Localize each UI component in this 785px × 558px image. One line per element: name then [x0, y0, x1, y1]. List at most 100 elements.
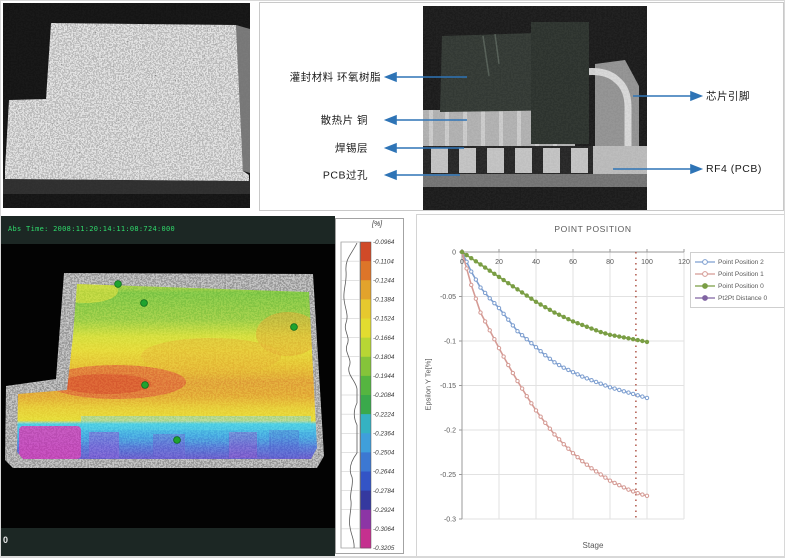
colorbar-segment — [360, 242, 371, 262]
label-solder-layer: 焊锡层 — [335, 142, 368, 155]
speckle-image-panel — [3, 3, 250, 208]
chart-x-axis-label: Stage — [582, 541, 604, 550]
scale-tick-label: -0.1804 — [373, 354, 395, 361]
colorbar-segment — [360, 509, 371, 530]
scale-tick-label: -0.1664 — [373, 335, 395, 342]
scale-tick-label: -0.2504 — [373, 450, 395, 457]
legend-marker-icon — [695, 259, 715, 265]
strain-map-image — [5, 273, 324, 468]
stage-indicator: 0 — [3, 535, 9, 545]
dic-header-bar: Abs Time: 2008:11:20:14:11:08:724:000 — [1, 216, 335, 244]
colorbar — [360, 241, 372, 549]
y-tick-label: -0.1 — [444, 338, 456, 345]
measurement-point — [141, 381, 149, 389]
x-tick-label: 120 — [678, 259, 690, 266]
right-arrow-icon — [690, 90, 704, 102]
y-tick-label: -0.2 — [444, 427, 456, 434]
scale-tick-label: -0.3064 — [373, 526, 395, 533]
x-tick-label: 80 — [606, 259, 614, 266]
colorbar-segment — [360, 280, 371, 300]
scale-tick-label: -0.2924 — [373, 507, 395, 514]
measurement-point — [114, 280, 122, 288]
cross-section-photo — [423, 6, 647, 210]
scale-tick-label: -0.2224 — [373, 411, 395, 418]
legend-item: Point Position 0 — [695, 282, 784, 290]
y-tick-label: -0.05 — [440, 294, 456, 301]
legend-label: Point Position 0 — [718, 282, 764, 290]
x-tick-label: 60 — [569, 259, 577, 266]
chart-title: POINT POSITION — [554, 224, 632, 234]
color-scale-panel: [%] -0.0964 -0.1104 -0.1244 -0.1384 -0.1524-… — [335, 218, 404, 554]
y-tick-label: -0.15 — [440, 383, 456, 390]
measurement-point — [173, 436, 181, 444]
legend-label: Pt2Pt Distance 0 — [718, 294, 768, 302]
abs-time-text: Abs Time: 2008:11:20:14:11:08:724:000 — [8, 225, 176, 233]
left-arrow-icon — [383, 71, 397, 83]
measurement-point — [140, 299, 148, 307]
scale-tick-label: -0.0964 — [373, 239, 395, 246]
chart-series — [459, 249, 650, 345]
colorbar-segment — [360, 299, 371, 319]
annotated-cross-section-panel: 灌封材料 环氧树脂 散热片 铜 焊锡层 PCB过孔 芯片引脚 RF4 (PCB) — [259, 2, 784, 211]
x-tick-label: 20 — [495, 259, 503, 266]
colorbar-segment — [360, 395, 371, 415]
label-potting-material: 灌封材料 环氧树脂 — [289, 71, 381, 84]
colorbar-segment — [360, 452, 371, 472]
label-pcb-via: PCB过孔 — [322, 169, 368, 182]
colorbar-segment — [360, 375, 371, 396]
colorbar-segment — [360, 433, 371, 453]
label-rf4-pcb: RF4 (PCB) — [706, 163, 762, 175]
scale-tick-label: -0.1944 — [373, 373, 395, 380]
left-arrow-icon — [383, 142, 397, 154]
x-tick-label: 40 — [532, 259, 540, 266]
legend-item: Point Position 2 — [695, 258, 784, 266]
colorbar-labels: -0.0964 -0.1104 -0.1244 -0.1384 -0.1524 -0.16… — [373, 239, 395, 552]
colorbar-segment — [360, 528, 371, 549]
x-tick-label: 100 — [641, 259, 653, 266]
legend-label: Point Position 1 — [718, 270, 764, 278]
left-arrow-icon — [383, 169, 397, 181]
scale-tick-label: -0.1104 — [373, 258, 394, 265]
scale-tick-label: -0.1384 — [373, 297, 395, 304]
label-heat-sink: 散热片 铜 — [320, 114, 368, 127]
colorbar-segment — [360, 471, 371, 492]
legend-item: Point Position 1 — [695, 270, 784, 278]
legend-item: Pt2Pt Distance 0 — [695, 294, 784, 302]
chart-legend: Point Position 2 Point Position 1 Point Po… — [690, 252, 784, 308]
color-scale: -0.0964 -0.1104 -0.1244 -0.1384 -0.1524 -0.16… — [340, 239, 395, 552]
histogram-curve — [343, 242, 358, 549]
legend-label: Point Position 2 — [718, 258, 764, 266]
colorbar-segment — [360, 261, 371, 281]
dic-strain-map-panel: Abs Time: 2008:11:20:14:11:08:724:000 0 — [1, 216, 335, 557]
dic-footer-bar: 0 — [1, 528, 335, 557]
scale-tick-label: -0.3205 — [373, 545, 395, 552]
colorbar-segment — [360, 414, 371, 434]
y-tick-label: -0.25 — [440, 472, 456, 479]
strain-chart-panel: POINT POSITION Epsilon Y Te[%] 0 20 40 60 80… — [416, 214, 784, 557]
scale-tick-label: -0.1524 — [373, 316, 395, 323]
colorbar-segment — [360, 337, 371, 358]
legend-marker-icon — [695, 283, 715, 289]
scale-tick-label: -0.2084 — [373, 392, 395, 399]
x-tick-label: 0 — [460, 259, 464, 266]
legend-marker-icon — [695, 295, 715, 301]
colorbar-segment — [360, 490, 371, 511]
scale-tick-label: -0.1244 — [373, 277, 395, 284]
measurement-point — [290, 323, 298, 331]
label-chip-lead: 芯片引脚 — [706, 90, 750, 103]
y-tick-label: -0.3 — [444, 516, 456, 523]
y-tick-label: 0 — [452, 249, 456, 256]
right-arrow-icon — [690, 163, 704, 175]
chart-plot-area: 0 20 40 60 80 100 120 0 -0.05 -0.1 -0.15 -0.2 -0.25 -… — [440, 249, 690, 523]
scale-tick-label: -0.2364 — [373, 430, 395, 437]
measurement-points — [114, 280, 298, 444]
legend-marker-icon — [695, 271, 715, 277]
scale-tick-label: -0.2644 — [373, 469, 395, 476]
chart-series — [459, 249, 650, 401]
bottom-divider — [1, 556, 784, 557]
scale-unit-label: [%] — [372, 221, 383, 228]
chart-series — [459, 249, 650, 499]
speckle-image — [3, 3, 250, 208]
colorbar-segment — [360, 318, 371, 339]
